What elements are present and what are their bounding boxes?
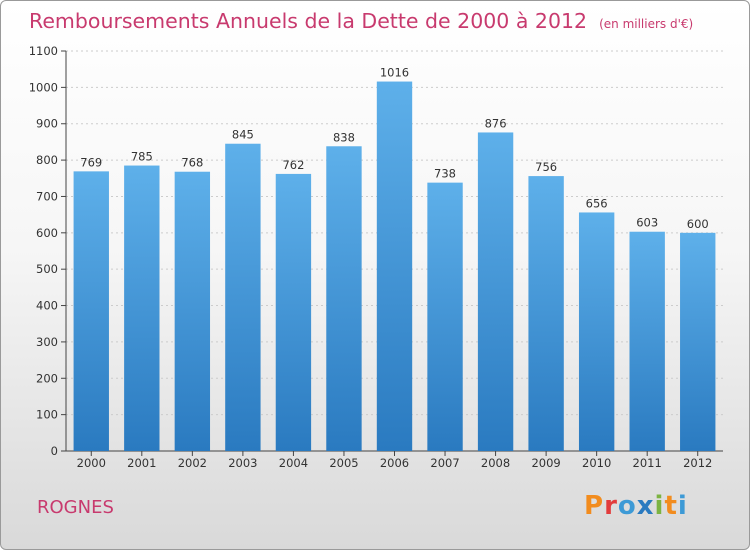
place-name: ROGNES — [37, 497, 114, 518]
bar-2004 — [275, 173, 312, 451]
logo-letter: P — [584, 491, 605, 521]
data-label-2001: 785 — [131, 150, 153, 164]
proxiti-logo: Proxiti — [584, 491, 688, 521]
data-label-2003: 845 — [232, 128, 254, 142]
data-label-2006: 1016 — [380, 66, 409, 80]
bars — [73, 81, 716, 452]
y-tick-label: 1000 — [29, 80, 58, 94]
x-tick-label-2009: 2009 — [531, 456, 560, 470]
bar-2009 — [528, 176, 564, 451]
x-tick-label-2003: 2003 — [228, 456, 257, 470]
data-label-2007: 738 — [434, 167, 456, 181]
bar-2003 — [225, 143, 261, 451]
logo-letter: i — [677, 491, 688, 521]
chart-unit: (en milliers d'€) — [599, 17, 694, 31]
bar-2006 — [376, 81, 413, 451]
data-label-2010: 656 — [586, 196, 608, 210]
logo-letter: t — [664, 491, 678, 521]
data-label-2009: 756 — [535, 160, 557, 174]
data-label-2012: 600 — [687, 217, 709, 231]
x-tick-label-2008: 2008 — [481, 456, 510, 470]
bar-2001 — [124, 165, 160, 451]
x-tick-label-2002: 2002 — [178, 456, 207, 470]
y-tick-label: 400 — [36, 299, 58, 313]
bar-2008 — [477, 132, 514, 452]
y-tick-label: 200 — [36, 371, 58, 385]
bar-2005 — [326, 146, 362, 452]
bar-2012 — [680, 232, 716, 451]
data-label-2002: 768 — [181, 156, 203, 170]
axes: 0 100 200 300 400 500 600 700 800 900 1000 1100 2000… — [29, 44, 723, 470]
logo-letter: x — [636, 491, 655, 521]
logo-letter: r — [604, 491, 618, 521]
x-tick-label-2010: 2010 — [582, 456, 611, 470]
x-tick-label-2005: 2005 — [329, 456, 358, 470]
x-tick-label-2007: 2007 — [430, 456, 459, 470]
logo-letter: i — [654, 491, 665, 521]
bar-2002 — [174, 171, 211, 451]
bar-2007 — [427, 182, 463, 452]
data-label-2000: 769 — [80, 155, 102, 169]
data-labels: 769 785 768 845 762 838 1016 738 876 756 656 603 600 — [80, 66, 708, 231]
chart-title: Remboursements Annuels de la Dette de 20… — [29, 9, 693, 33]
x-tick-label-2004: 2004 — [279, 456, 308, 470]
y-tick-label: 800 — [36, 153, 58, 167]
x-tick-label-2006: 2006 — [380, 456, 409, 470]
y-tick-label: 500 — [36, 262, 58, 276]
chart-title-text: Remboursements Annuels de la Dette de 20… — [29, 9, 588, 33]
x-tick-label-2011: 2011 — [633, 456, 662, 470]
data-label-2011: 603 — [636, 216, 658, 230]
data-label-2008: 876 — [485, 116, 507, 130]
logo-letter: o — [617, 491, 637, 521]
y-tick-label: 900 — [36, 117, 58, 131]
y-tick-label: 700 — [36, 189, 58, 203]
y-tick-label: 0 — [51, 444, 58, 458]
x-tick-label-2001: 2001 — [127, 456, 156, 470]
y-tick-label: 1100 — [29, 44, 58, 58]
data-label-2004: 762 — [282, 158, 304, 172]
bar-2011 — [629, 231, 665, 451]
x-tick-label-2000: 2000 — [77, 456, 106, 470]
y-tick-label: 100 — [36, 408, 58, 422]
y-tick-label: 300 — [36, 335, 58, 349]
y-tick-label: 600 — [36, 226, 58, 240]
x-tick-label-2012: 2012 — [683, 456, 712, 470]
bar-2000 — [73, 171, 109, 451]
bar-2010 — [578, 212, 615, 451]
data-label-2005: 838 — [333, 130, 355, 144]
